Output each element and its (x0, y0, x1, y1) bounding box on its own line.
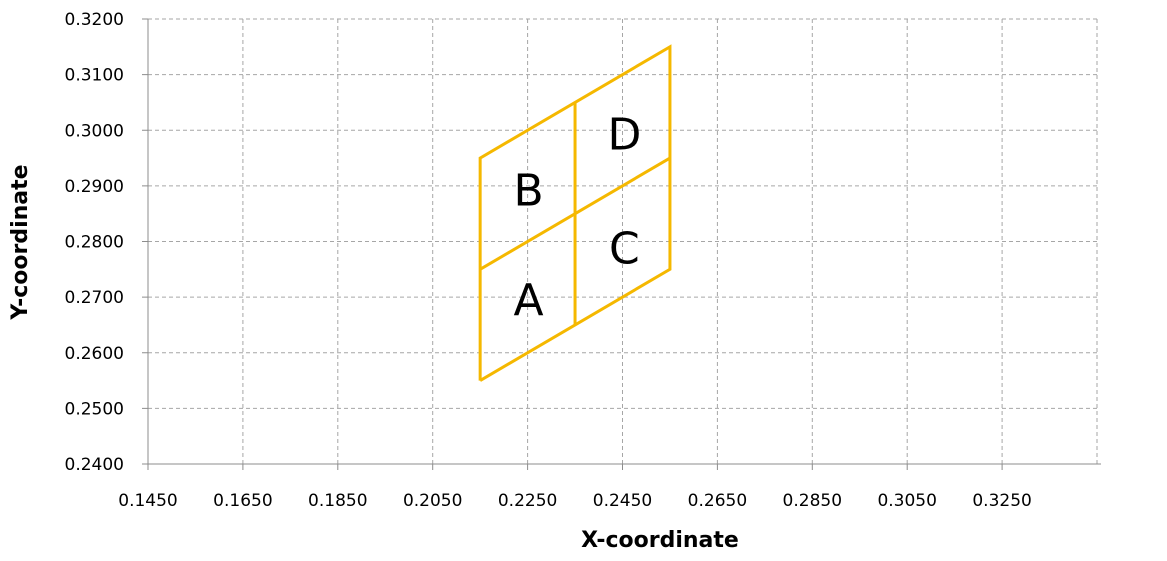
region-labels: A B C D (513, 110, 641, 326)
y-tick-label: 0.3000 (65, 121, 124, 141)
series-line-1 (478, 44, 672, 382)
region-label-d: D (607, 110, 641, 161)
tick-marks-and-labels: 0.1450 0.1650 0.1850 0.2050 0.2250 0.2450 0.26… (65, 10, 1032, 511)
x-tick-label: 0.2250 (498, 491, 557, 511)
x-tick-label: 0.3050 (877, 491, 936, 511)
y-axis-title: Y-coordinate (8, 164, 33, 320)
x-tick-label: 0.2850 (783, 491, 842, 511)
x-tick-label: 0.2450 (593, 491, 652, 511)
y-tick-label: 0.2800 (65, 233, 124, 253)
region-label-c: C (609, 224, 640, 275)
x-axis-title: X-coordinate (581, 528, 739, 553)
data-series (478, 44, 672, 382)
x-tick-label: 0.3250 (972, 491, 1031, 511)
x-tick-label: 0.1450 (118, 491, 177, 511)
y-tick-label: 0.2700 (65, 288, 124, 308)
x-tick-label: 0.1650 (213, 491, 272, 511)
region-label-a: A (513, 275, 543, 326)
y-tick-label: 0.2500 (65, 399, 124, 419)
y-tick-label: 0.2900 (65, 177, 124, 197)
x-tick-label: 0.1850 (308, 491, 367, 511)
y-tick-label: 0.3100 (65, 66, 124, 86)
x-tick-label: 0.2050 (403, 491, 462, 511)
y-tick-label: 0.3200 (65, 10, 124, 30)
region-label-b: B (513, 165, 543, 216)
y-tick-label: 0.2600 (65, 344, 124, 364)
y-tick-label: 0.2400 (65, 455, 124, 475)
x-tick-label: 0.2650 (688, 491, 747, 511)
